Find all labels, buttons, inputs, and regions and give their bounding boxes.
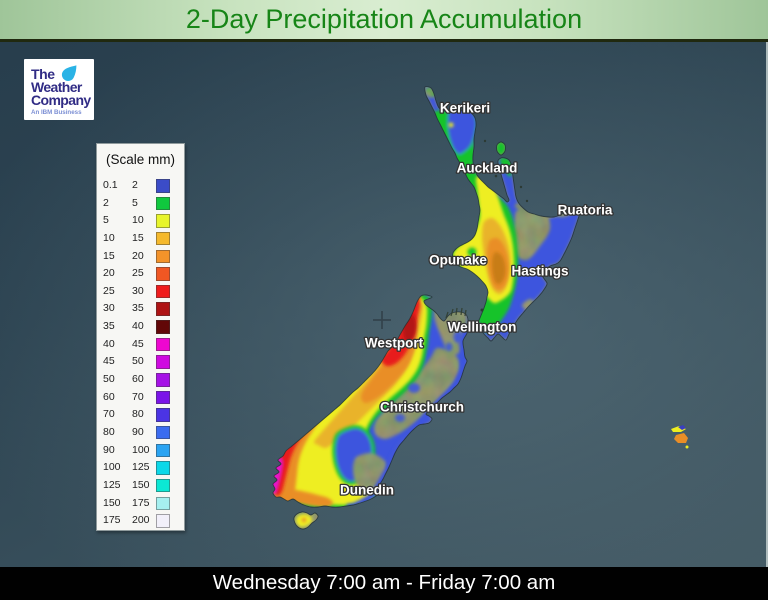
svg-text:Opunake: Opunake <box>429 253 487 268</box>
svg-text:Auckland: Auckland <box>457 161 518 176</box>
svg-text:Christchurch: Christchurch <box>380 400 464 415</box>
svg-text:Hastings: Hastings <box>511 264 568 279</box>
svg-text:Ruatoria: Ruatoria <box>558 203 613 218</box>
svg-text:Wellington: Wellington <box>448 320 517 335</box>
svg-text:Westport: Westport <box>365 336 424 351</box>
svg-text:Kerikeri: Kerikeri <box>440 101 490 116</box>
svg-text:Dunedin: Dunedin <box>340 483 394 498</box>
